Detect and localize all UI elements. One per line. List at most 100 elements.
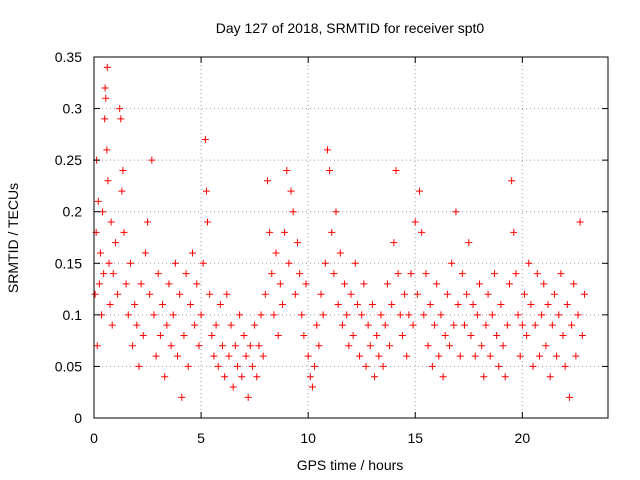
data-point [323,146,331,154]
data-point [259,352,267,360]
x-axis-label: GPS time / hours [297,457,404,473]
data-point [144,218,152,226]
data-point [104,177,112,185]
data-point [368,301,376,309]
data-point [313,321,321,329]
data-point [116,105,124,113]
data-point [94,197,102,205]
data-point [326,166,334,174]
data-point [293,239,301,247]
data-point [95,280,103,288]
data-point [529,362,537,370]
data-point [214,362,222,370]
data-point [418,228,426,236]
data-point [298,311,306,319]
data-point [319,311,327,319]
data-point [401,290,409,298]
data-point [518,321,526,329]
data-point [227,321,235,329]
x-tick-label: 5 [197,430,205,446]
data-point [525,259,533,267]
data-point [174,352,182,360]
data-point [139,331,147,339]
data-point [257,311,265,319]
data-point [317,290,325,298]
data-point [437,311,445,319]
data-point [276,280,284,288]
data-point [568,321,576,329]
data-point [392,166,400,174]
data-point [167,342,175,350]
data-point [360,280,368,288]
data-point [266,228,274,236]
data-point [467,331,475,339]
data-point [242,352,250,360]
data-point [478,342,486,350]
data-point [107,218,115,226]
data-point [527,301,535,309]
data-point [480,373,488,381]
data-point [114,290,122,298]
data-point [548,321,556,329]
data-point [362,362,370,370]
data-point [100,270,108,278]
data-point [469,301,477,309]
data-point [411,218,419,226]
data-point [514,311,522,319]
data-point [555,311,563,319]
data-point [493,331,501,339]
data-point [161,373,169,381]
data-point [488,311,496,319]
data-point [435,352,443,360]
data-point [120,228,128,236]
data-point [238,373,246,381]
data-point [199,259,207,267]
data-point [338,321,346,329]
data-point [523,331,531,339]
data-point [189,249,197,257]
data-point [176,290,184,298]
data-point [334,301,342,309]
data-point [330,270,338,278]
data-point [105,259,113,267]
data-point [431,321,439,329]
data-point [533,270,541,278]
plot-frame [93,56,609,419]
data-point [516,352,524,360]
data-point [178,393,186,401]
data-point [101,115,109,123]
data-point [281,228,289,236]
data-point [244,393,252,401]
data-point [476,280,483,288]
data-point [201,136,209,144]
data-point [287,187,295,195]
data-point [154,270,162,278]
data-point [398,331,406,339]
data-point [206,290,214,298]
data-point [503,321,511,329]
data-point [289,208,297,216]
data-point [495,362,503,370]
data-point [501,373,509,381]
data-point [308,383,316,391]
data-point [428,362,436,370]
data-point [377,311,385,319]
data-point [553,352,561,360]
data-point [343,311,351,319]
y-tick-label: 0.05 [55,358,82,374]
data-point [255,342,263,350]
data-point [111,239,119,247]
data-point [371,373,379,381]
data-point [544,301,552,309]
data-point [146,290,154,298]
chart-title: Day 127 of 2018, SRMTID for receiver spt… [216,20,485,36]
data-point [225,352,233,360]
data-point [261,290,269,298]
data-point [570,280,578,288]
y-tick-label: 0.15 [55,255,82,271]
data-point [204,218,212,226]
data-point [193,280,201,288]
data-point [212,321,220,329]
data-point [118,187,126,195]
data-point [197,311,205,319]
